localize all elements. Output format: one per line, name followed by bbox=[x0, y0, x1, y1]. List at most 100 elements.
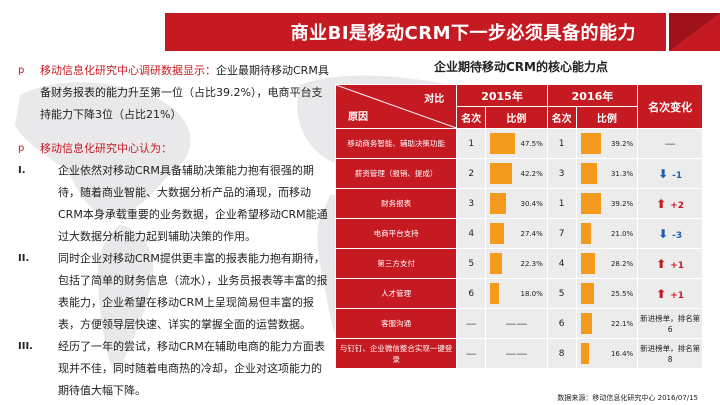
bullet-marker: p bbox=[18, 143, 25, 154]
ratio-label: 16.4% bbox=[610, 349, 634, 358]
arrow-up-icon: ⬆ bbox=[656, 196, 667, 211]
opinion-item-3: III. 经历了一年的尝试，移动CRM在辅助电商的能力方面表现并不佳，同时随着电… bbox=[18, 336, 330, 402]
opinion-heading: 移动信息化研究中心认为： bbox=[40, 142, 172, 155]
rank-cell: 1 bbox=[546, 128, 577, 159]
ratio-cell: 28.2% bbox=[575, 248, 639, 279]
rank-value: — bbox=[465, 347, 477, 360]
rank-value: 4 bbox=[558, 258, 565, 269]
header-rank-2015: 名次 bbox=[456, 106, 487, 129]
table-title: 企业期待移动CRM的核心能力点 bbox=[434, 60, 608, 74]
finding-paragraph: p 移动信息化研究中心调研数据显示：企业最期待移动CRM具备财务报表的能力升至第… bbox=[18, 60, 330, 126]
header-compare-label: 对比 bbox=[424, 94, 445, 105]
rank-value: 3 bbox=[558, 168, 565, 179]
ratio-cell: 42.2% bbox=[485, 158, 548, 189]
rank-change-value: +1 bbox=[670, 290, 685, 301]
ratio-label: 21.0% bbox=[610, 229, 634, 238]
rank-cell: 2 bbox=[456, 158, 487, 189]
item-number: I. bbox=[18, 165, 26, 176]
table-row: 人才管理 6 18.0% 5 25.5% ⬆ +1 bbox=[334, 278, 703, 309]
header-ratio-2015: 比例 bbox=[485, 106, 548, 129]
rank-value: 7 bbox=[558, 228, 565, 239]
opinion-item-2: II. 同时企业对移动CRM提供更丰富的报表能力抱有期待，包括了简单的财务信息（… bbox=[18, 248, 330, 336]
ratio-cell: 25.5% bbox=[575, 278, 639, 309]
ratio-bar bbox=[580, 313, 593, 334]
ratio-bar bbox=[490, 223, 505, 244]
ratio-bar bbox=[580, 163, 597, 184]
rank-change-cell: ⬇ -1 bbox=[637, 158, 703, 189]
table-row: 客服沟通 — —— 6 22.1% 新进榜单，排名第6 bbox=[334, 308, 703, 339]
ratio-label: 18.0% bbox=[520, 289, 543, 298]
rank-cell: 1 bbox=[546, 188, 577, 219]
ratio-cell: —— bbox=[485, 308, 548, 339]
ratio-cell: 31.3% bbox=[575, 158, 639, 189]
rank-value: — bbox=[465, 317, 477, 330]
header-year-2015: 2015年 bbox=[456, 84, 548, 107]
header-ratio-2016: 比例 bbox=[575, 106, 639, 129]
ratio-cell: 39.2% bbox=[575, 128, 639, 159]
ratio-label: 42.2% bbox=[520, 169, 543, 178]
header-rank-change: 名次变化 bbox=[637, 84, 703, 129]
ratio-bar bbox=[580, 193, 601, 214]
rank-change-cell: ⬆ +1 bbox=[637, 278, 703, 309]
rank-change-cell: ⬇ -3 bbox=[637, 218, 703, 249]
ratio-bar bbox=[490, 163, 513, 184]
table-row: 第三方支付 5 22.3% 4 28.2% ⬆ +1 bbox=[334, 248, 703, 279]
rank-value: 1 bbox=[468, 138, 475, 149]
rank-cell: 1 bbox=[456, 128, 487, 159]
rank-change-value: +1 bbox=[670, 260, 685, 271]
ratio-bar bbox=[490, 253, 502, 274]
arrow-down-icon: ⬇ bbox=[658, 166, 669, 181]
ratio-cell: 22.1% bbox=[575, 308, 639, 339]
opinion-heading-row: p 移动信息化研究中心认为： bbox=[18, 138, 330, 160]
ratio-label: 39.2% bbox=[610, 139, 634, 148]
ratio-bar bbox=[580, 133, 601, 154]
ratio-cell: 47.5% bbox=[485, 128, 548, 159]
ratio-label: 22.1% bbox=[610, 319, 634, 328]
title-corner-decoration bbox=[666, 13, 720, 51]
ratio-cell: 16.4% bbox=[575, 338, 639, 369]
ratio-bar bbox=[580, 343, 590, 364]
category-cell: 第三方支付 bbox=[334, 248, 458, 279]
no-change-dash: — bbox=[664, 137, 676, 150]
table-row: 电商平台支持 4 27.4% 7 21.0% ⬇ -3 bbox=[334, 218, 703, 249]
ratio-bar bbox=[580, 253, 596, 274]
bullet-marker: p bbox=[18, 65, 25, 76]
category-cell: 人才管理 bbox=[334, 278, 458, 309]
table-row: 移动商务智能、辅助决策功能 1 47.5% 1 39.2% — bbox=[334, 128, 703, 159]
ratio-label: 31.3% bbox=[610, 169, 634, 178]
diagonal-line bbox=[336, 85, 457, 128]
ratio-bar bbox=[580, 283, 594, 304]
rank-change-cell: — bbox=[637, 128, 703, 159]
rank-value: 5 bbox=[468, 258, 475, 269]
data-source-note: 数据来源：移动信息化研究中心 2016/07/15 bbox=[557, 394, 698, 402]
header-year-2016: 2016年 bbox=[546, 84, 639, 107]
ratio-cell: 21.0% bbox=[575, 218, 639, 249]
rank-value: 6 bbox=[468, 288, 475, 299]
ratio-cell: 30.4% bbox=[485, 188, 548, 219]
ratio-bar bbox=[490, 193, 506, 214]
ratio-empty: —— bbox=[505, 317, 528, 330]
ratio-bar bbox=[490, 283, 500, 304]
item-text: 企业依然对移动CRM具备辅助决策能力抱有很强的期待，随着商业智能、大数据分析产品… bbox=[58, 164, 328, 243]
category-cell: 薪资管理（报销、提成） bbox=[334, 158, 458, 189]
new-entry-note: 新进榜单，排名第8 bbox=[640, 343, 701, 364]
rank-cell: 4 bbox=[456, 218, 487, 249]
item-text: 同时企业对移动CRM提供更丰富的报表能力抱有期待，包括了简单的财务信息（流水），… bbox=[58, 252, 328, 331]
rank-cell: 5 bbox=[546, 278, 577, 309]
ratio-empty: —— bbox=[505, 347, 528, 360]
table-row: 与钉钉、企业微信整合实现一键登录 — —— 8 16.4% 新进榜单，排名第8 bbox=[334, 338, 703, 369]
rank-value: 1 bbox=[558, 198, 565, 209]
rank-cell: 4 bbox=[546, 248, 577, 279]
left-text-panel: p 移动信息化研究中心调研数据显示：企业最期待移动CRM具备财务报表的能力升至第… bbox=[18, 60, 330, 402]
rank-cell: — bbox=[456, 308, 487, 339]
ratio-label: 27.4% bbox=[520, 229, 543, 238]
finding-body: 企业最期待移动CRM具备财务报表的能力升至第一位（占比39.2%），电商平台支持… bbox=[40, 64, 329, 121]
rank-change-cell: ⬆ +2 bbox=[637, 188, 703, 219]
rank-change-cell: 新进榜单，排名第6 bbox=[637, 308, 703, 339]
rank-cell: 5 bbox=[456, 248, 487, 279]
rank-change-value: -3 bbox=[672, 230, 683, 241]
ratio-label: 30.4% bbox=[520, 199, 543, 208]
table-row: 财务报表 3 30.4% 1 39.2% ⬆ +2 bbox=[334, 188, 703, 219]
header-diagonal-cell: 对比 原因 bbox=[334, 84, 458, 129]
ratio-cell: 18.0% bbox=[485, 278, 548, 309]
